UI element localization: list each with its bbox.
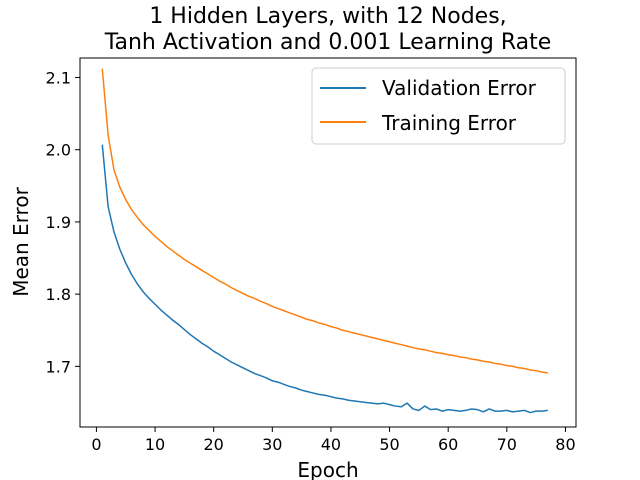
y-tick-label: 2.0 bbox=[46, 141, 71, 160]
x-axis-label: Epoch bbox=[297, 458, 358, 480]
x-tick-label: 10 bbox=[145, 435, 165, 454]
y-axis-ticks: 1.7 1.8 1.9 2.0 2.1 bbox=[46, 68, 80, 376]
x-tick-label: 30 bbox=[262, 435, 282, 454]
series-line-training-error bbox=[101, 68, 548, 374]
legend-label-validation: Validation Error bbox=[382, 76, 537, 100]
series-line-validation-error bbox=[101, 144, 548, 414]
y-tick-label: 2.1 bbox=[46, 68, 71, 87]
legend-label-training: Training Error bbox=[381, 111, 517, 135]
legend: Validation Error Training Error bbox=[311, 67, 566, 145]
x-tick-label: 20 bbox=[203, 435, 223, 454]
x-tick-label: 0 bbox=[91, 435, 101, 454]
x-axis-ticks: 0 10 20 30 40 50 60 70 80 bbox=[91, 427, 576, 454]
y-axis-label: Mean Error bbox=[9, 186, 33, 296]
x-tick-label: 80 bbox=[555, 435, 575, 454]
x-tick-label: 70 bbox=[497, 435, 517, 454]
y-tick-label: 1.9 bbox=[46, 213, 71, 232]
chart-title-line-1: 1 Hidden Layers, with 12 Nodes, bbox=[149, 4, 506, 29]
plot-area-frame bbox=[79, 57, 577, 428]
y-tick-label: 1.8 bbox=[46, 285, 71, 304]
legend-box bbox=[311, 67, 566, 145]
x-tick-label: 40 bbox=[321, 435, 341, 454]
x-tick-label: 50 bbox=[379, 435, 399, 454]
plot-lines bbox=[101, 68, 548, 414]
y-tick-label: 1.7 bbox=[46, 357, 71, 376]
chart-title-line-2: Tanh Activation and 0.001 Learning Rate bbox=[104, 30, 552, 55]
x-tick-label: 60 bbox=[438, 435, 458, 454]
